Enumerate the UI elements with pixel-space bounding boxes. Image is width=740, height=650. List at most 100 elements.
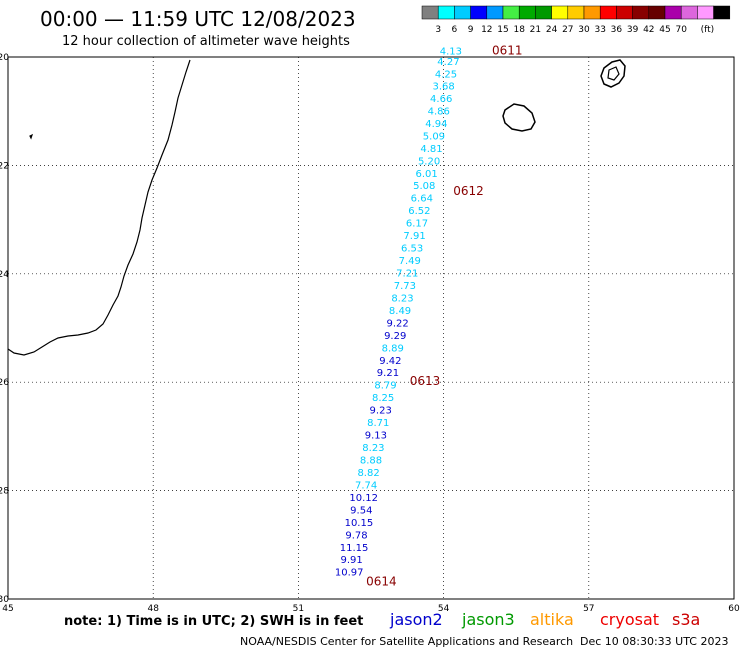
wave-height-value: 7.49: [399, 256, 421, 267]
satellite-legend: jason2 jason3 altika cryosat s3a: [389, 610, 700, 629]
legend-swatch: [664, 5, 682, 20]
legend-swatch: [502, 5, 520, 20]
wave-height-value: 7.74: [355, 480, 377, 491]
mauritius-island: [600, 59, 626, 88]
legend-swatch: [632, 5, 650, 20]
legend-swatch: [454, 5, 471, 20]
wave-height-value: 9.13: [365, 431, 387, 442]
footer-note: note: 1) Time is in UTC; 2) SWH is in fe…: [64, 614, 363, 629]
satellite-name: s3a: [672, 610, 700, 629]
legend-unit: (ft): [701, 25, 715, 35]
wave-height-value: 9.23: [370, 406, 392, 417]
lon-tick-label: 51: [293, 604, 304, 614]
plot-frame: [7, 56, 735, 600]
satellite-name: altika: [530, 610, 574, 629]
legend-swatch: [616, 5, 633, 20]
wave-height-value: 4.27: [437, 57, 459, 68]
satellite-name: jason3: [461, 610, 515, 629]
wave-height-value: 6.64: [411, 194, 433, 205]
legend-swatch: [437, 5, 455, 20]
wave-height-value: 7.91: [403, 231, 425, 242]
wave-height-value: 4.81: [420, 144, 442, 155]
legend-swatch: [680, 5, 698, 20]
legend-label: 6: [452, 25, 458, 35]
map-title: 00:00 — 11:59 UTC 12/08/2023: [40, 7, 356, 31]
lon-tick-label: 60: [728, 604, 740, 614]
wave-height-value: 10.12: [349, 493, 378, 504]
lat-tick-label: -24: [0, 270, 9, 280]
wave-height-value: 4.25: [435, 70, 457, 81]
legend-label: 18: [513, 25, 525, 35]
legend-swatch: [535, 5, 552, 20]
wave-height-value: 4.94: [425, 119, 447, 130]
mauritius-inner: [607, 66, 620, 81]
wave-height-value: 8.23: [362, 443, 384, 454]
wave-height-value: 9.22: [386, 318, 408, 329]
madagascar-coastline: [7, 59, 191, 356]
legend-label: 33: [594, 25, 605, 35]
wave-height-value: 6.17: [406, 219, 428, 230]
legend-swatch: [697, 5, 714, 20]
legend-swatch: [551, 5, 569, 20]
legend-swatch: [421, 5, 439, 20]
time-marker: 0613: [410, 374, 441, 388]
legend-label: 3: [435, 25, 441, 35]
legend-label: 9: [468, 25, 474, 35]
legend-label: 45: [659, 25, 670, 35]
lat-tick-label: -20: [0, 53, 9, 63]
wave-height-value: 5.20: [418, 156, 440, 167]
gridlines: [8, 57, 734, 599]
lat-tick-label: -22: [0, 161, 9, 171]
wave-height-value: 7.21: [396, 269, 418, 280]
legend-swatch: [486, 5, 504, 20]
wave-height-value: 5.08: [413, 181, 435, 192]
wave-height-value: 8.88: [360, 456, 382, 467]
legend-swatch: [583, 5, 601, 20]
wave-height-value: 9.29: [384, 331, 406, 342]
wave-height-value: 9.54: [350, 505, 372, 516]
wave-height-value: 8.23: [391, 293, 413, 304]
axis-tick-labels: 45 48 51 54 57 60 -20 -22 -24 -26 -28 -30: [0, 53, 740, 614]
lat-tick-label: -26: [0, 378, 9, 388]
satellite-name: jason2: [389, 610, 443, 629]
lat-tick-label: -28: [0, 487, 9, 497]
map-subtitle: 12 hour collection of altimeter wave hei…: [62, 34, 350, 49]
legend-label: 70: [675, 25, 687, 35]
time-marker: 0612: [453, 184, 484, 198]
wave-height-value: 3.68: [432, 82, 454, 93]
islet: [29, 133, 34, 140]
wave-height-value: 9.78: [345, 530, 367, 541]
wave-height-value: 9.42: [379, 356, 401, 367]
wave-height-value: 4.13: [440, 46, 462, 57]
legend-swatch: [518, 5, 536, 20]
lon-tick-label: 45: [2, 604, 13, 614]
wave-height-value: 8.89: [382, 343, 404, 354]
legend-label: 42: [643, 25, 654, 35]
legend-label: 15: [497, 25, 508, 35]
wave-height-value: 6.01: [416, 169, 438, 180]
legend-label: 27: [562, 25, 573, 35]
footer-credit: NOAA/NESDIS Center for Satellite Applica…: [240, 635, 573, 648]
legend-label: 36: [611, 25, 623, 35]
legend-swatch: [470, 5, 488, 20]
wave-height-value: 10.97: [335, 568, 364, 579]
legend-label: 24: [546, 25, 558, 35]
wave-height-value: 9.21: [377, 368, 399, 379]
satellite-name: cryosat: [600, 610, 659, 629]
color-legend: 3 6 9 12 15 18 21 24 27 30 33 36 39 42 45 70 (ft): [421, 5, 731, 35]
wave-height-value: 8.71: [367, 418, 389, 429]
wave-height-value: 8.82: [357, 468, 379, 479]
wave-height-value: 7.73: [394, 281, 416, 292]
legend-swatch: [599, 5, 617, 20]
legend-label: 21: [530, 25, 541, 35]
time-markers: 0611 0612 0613 0614: [366, 43, 522, 588]
lon-tick-label: 48: [147, 604, 159, 614]
wave-height-value: 4.86: [428, 106, 450, 117]
legend-swatch: [648, 5, 666, 20]
wave-height-value: 6.53: [401, 244, 423, 255]
wave-height-value: 9.91: [341, 555, 363, 566]
wave-height-value: 4.66: [430, 94, 452, 105]
time-marker: 0614: [366, 574, 397, 588]
